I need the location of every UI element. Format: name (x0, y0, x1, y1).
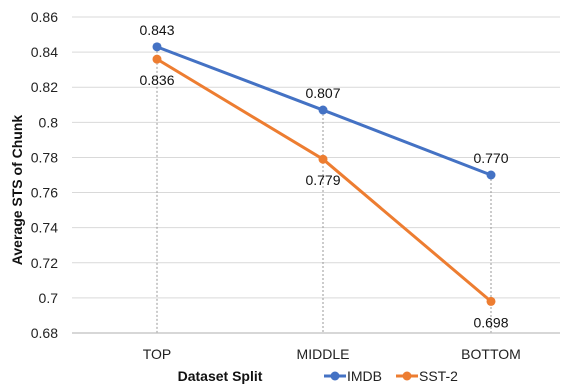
y-tick-label: 0.68 (31, 325, 58, 341)
data-point-imdb (152, 42, 162, 52)
data-point-sst-2 (486, 296, 496, 306)
legend: IMDB SST-2 (324, 368, 458, 384)
data-label: 0.807 (305, 85, 340, 101)
y-tick-label: 0.76 (31, 185, 58, 201)
data-point-sst-2 (318, 154, 328, 164)
data-label: 0.770 (473, 150, 508, 166)
legend-label: IMDB (347, 368, 382, 384)
data-label: 0.836 (139, 72, 174, 88)
y-tick-label: 0.84 (31, 44, 58, 60)
y-tick-label: 0.7 (39, 290, 59, 306)
series-lines: 0.843 0.807 0.770 0.836 0.779 0.698 (139, 22, 508, 331)
x-tick-label: MIDDLE (297, 346, 350, 362)
drop-lines (156, 46, 492, 333)
legend-marker (330, 371, 340, 381)
x-tick-label: BOTTOM (461, 346, 521, 362)
x-tick-labels: TOP MIDDLE BOTTOM (143, 346, 521, 362)
y-tick-labels: 0.68 0.7 0.72 0.74 0.76 0.78 0.8 0.82 0.84 0.86 (31, 9, 58, 341)
data-label: 0.843 (139, 22, 174, 38)
y-tick-label: 0.74 (31, 220, 58, 236)
data-point-imdb (318, 105, 328, 115)
y-axis-title: Average STS of Chunk (9, 115, 25, 266)
gridlines (72, 16, 560, 299)
legend-label: SST-2 (419, 368, 458, 384)
data-point-imdb (486, 170, 496, 180)
y-tick-label: 0.72 (31, 255, 58, 271)
x-tick-label: TOP (143, 346, 172, 362)
y-tick-label: 0.86 (31, 9, 58, 25)
y-tick-label: 0.82 (31, 79, 58, 95)
data-point-sst-2 (152, 54, 162, 64)
data-label: 0.779 (305, 172, 340, 188)
y-tick-label: 0.78 (31, 149, 58, 165)
legend-marker (402, 371, 412, 381)
x-axis-title: Dataset Split (178, 368, 263, 384)
y-tick-label: 0.8 (39, 114, 59, 130)
data-label: 0.698 (473, 314, 508, 330)
